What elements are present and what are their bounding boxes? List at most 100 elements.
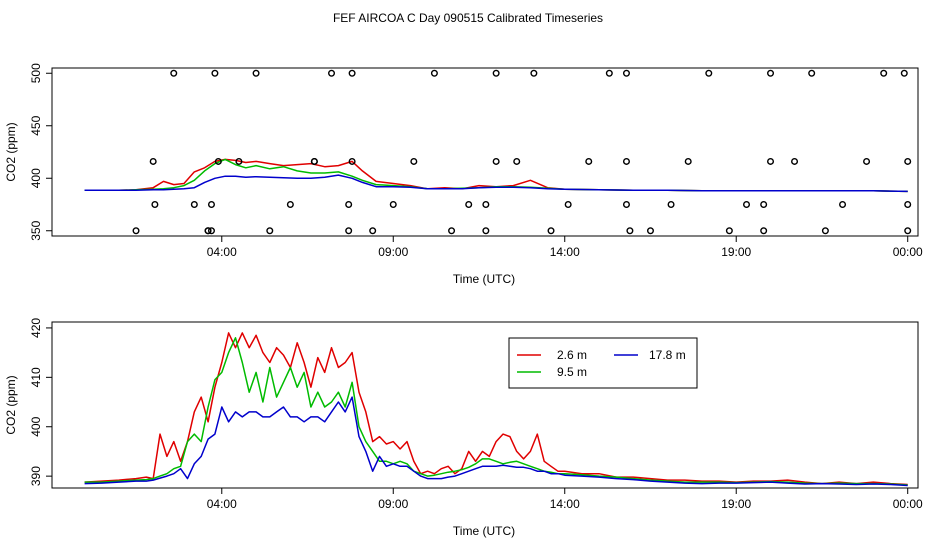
x-tick-label: 04:00 <box>207 245 237 259</box>
bottom-panel: 04:00 09:00 14:00 19:00 00:00 390 400 410 420 T… <box>4 318 923 538</box>
reference-point <box>564 200 572 208</box>
y-tick-label: 400 <box>29 416 43 436</box>
reference-point <box>760 227 768 235</box>
top-series-lines <box>84 158 908 193</box>
reference-point <box>211 69 219 77</box>
y-tick-label: 420 <box>29 318 43 338</box>
reference-point <box>904 157 912 165</box>
reference-point <box>235 157 243 165</box>
reference-point <box>622 157 630 165</box>
reference-point <box>465 200 473 208</box>
reference-point <box>492 69 500 77</box>
reference-point <box>684 157 692 165</box>
reference-point <box>348 69 356 77</box>
reference-point <box>667 200 675 208</box>
reference-point <box>821 227 829 235</box>
reference-point <box>530 69 538 77</box>
reference-point <box>760 200 768 208</box>
series-line-2-6-m <box>84 332 908 486</box>
reference-point <box>389 200 397 208</box>
reference-point <box>547 227 555 235</box>
y-axis-label-top: CO2 (ppm) <box>4 122 18 181</box>
reference-point <box>839 200 847 208</box>
reference-point <box>808 69 816 77</box>
reference-point <box>863 157 871 165</box>
reference-point <box>286 200 294 208</box>
x-tick-label: 14:00 <box>550 245 580 259</box>
reference-point <box>904 227 912 235</box>
reference-point <box>626 227 634 235</box>
reference-point <box>585 157 593 165</box>
reference-point <box>705 69 713 77</box>
legend-box <box>508 337 698 389</box>
reference-point <box>328 69 336 77</box>
reference-point <box>266 227 274 235</box>
reference-point <box>880 69 888 77</box>
reference-point <box>207 200 215 208</box>
y-tick-label: 500 <box>29 63 43 83</box>
series-line-17-8-m <box>84 396 908 487</box>
reference-point <box>646 227 654 235</box>
reference-point <box>492 157 500 165</box>
reference-point <box>214 157 222 165</box>
x-axis-label-top: Time (UTC) <box>453 272 515 286</box>
bottom-series-lines <box>84 332 908 487</box>
x-tick-label: 14:00 <box>550 497 580 511</box>
reference-point <box>369 227 377 235</box>
reference-point <box>410 157 418 165</box>
reference-point <box>348 157 356 165</box>
x-tick-label: 09:00 <box>378 245 408 259</box>
y-axis-label-bottom: CO2 (ppm) <box>4 375 18 434</box>
x-tick-label: 00:00 <box>893 497 923 511</box>
reference-point <box>345 227 353 235</box>
reference-point <box>430 69 438 77</box>
legend-label-9-5m: 9.5 m <box>557 365 587 379</box>
x-tick-label: 19:00 <box>721 245 751 259</box>
series-line-17-8-m <box>84 174 908 193</box>
reference-point <box>725 227 733 235</box>
y-tick-label: 410 <box>29 367 43 387</box>
reference-point <box>482 227 490 235</box>
reference-point <box>132 227 140 235</box>
reference-point <box>207 227 215 235</box>
reference-point <box>151 200 159 208</box>
plot-frame-bottom <box>51 321 919 489</box>
top-panel: 04:00 09:00 14:00 19:00 00:00 350 400 450 500 T… <box>4 63 923 286</box>
y-tick-label: 400 <box>29 168 43 188</box>
reference-point <box>345 200 353 208</box>
reference-point <box>204 227 212 235</box>
reference-point <box>622 69 630 77</box>
reference-point <box>190 200 198 208</box>
y-tick-label: 390 <box>29 466 43 486</box>
legend-label-2-6m: 2.6 m <box>557 348 587 362</box>
reference-point <box>622 200 630 208</box>
reference-point <box>767 69 775 77</box>
reference-point <box>252 69 260 77</box>
series-line-9-5-m <box>84 337 908 486</box>
plot-frame-top <box>51 67 919 237</box>
reference-points <box>132 69 912 235</box>
chart-title: FEF AIRCOA C Day 090515 Calibrated Times… <box>333 11 603 25</box>
x-axis-label-bottom: Time (UTC) <box>453 524 515 538</box>
y-tick-label: 450 <box>29 115 43 135</box>
x-tick-label: 00:00 <box>893 245 923 259</box>
reference-point <box>605 69 613 77</box>
reference-point <box>310 157 318 165</box>
reference-point <box>170 69 178 77</box>
reference-point <box>791 157 799 165</box>
x-tick-label: 09:00 <box>378 497 408 511</box>
reference-point <box>904 200 912 208</box>
reference-point <box>513 157 521 165</box>
reference-point <box>482 200 490 208</box>
reference-point <box>900 69 908 77</box>
x-tick-label: 19:00 <box>721 497 751 511</box>
reference-point <box>743 200 751 208</box>
x-tick-label: 04:00 <box>207 497 237 511</box>
reference-point <box>448 227 456 235</box>
reference-point <box>149 157 157 165</box>
reference-point <box>767 157 775 165</box>
legend-label-17-8m: 17.8 m <box>649 348 686 362</box>
legend: 2.6 m 9.5 m 17.8 m <box>508 337 698 389</box>
y-tick-label: 350 <box>29 220 43 240</box>
